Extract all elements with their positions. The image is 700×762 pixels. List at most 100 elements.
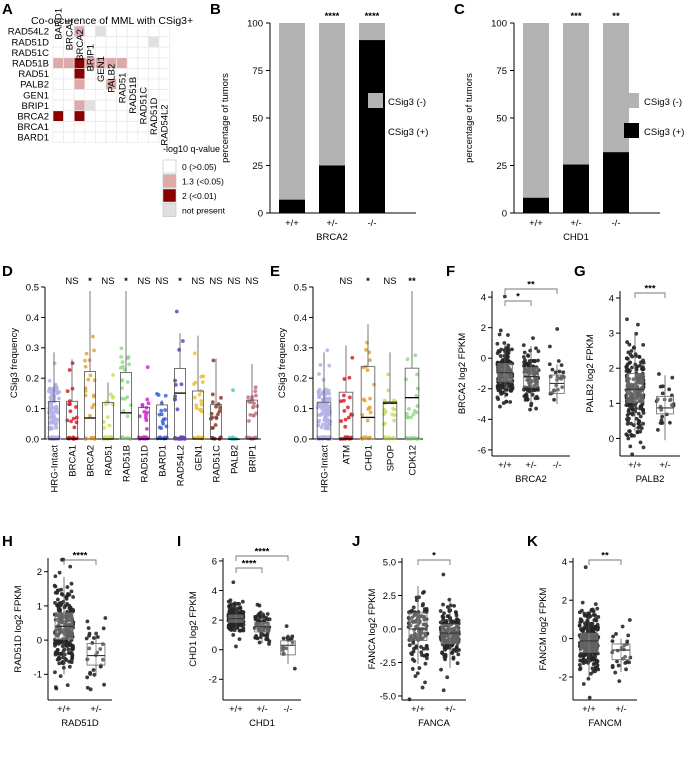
data-point xyxy=(441,625,446,630)
data-point xyxy=(584,636,589,641)
data-point xyxy=(66,618,71,623)
x-tick-label: +/+ xyxy=(582,704,596,715)
bar-segment-positive xyxy=(563,164,589,213)
data-point xyxy=(620,624,625,629)
data-point xyxy=(263,633,268,638)
data-point xyxy=(214,404,218,409)
data-point xyxy=(631,377,636,382)
x-tick-label: HRG-Intact xyxy=(319,445,330,493)
significance-marker: **** xyxy=(73,551,88,562)
data-point xyxy=(257,612,261,617)
heatmap-row-label: BRIP1 xyxy=(22,101,49,112)
heatmap-cell xyxy=(148,36,160,48)
data-point xyxy=(591,669,596,674)
data-point xyxy=(64,596,69,601)
significance-marker: **** xyxy=(255,547,270,558)
legend-swatch xyxy=(162,203,177,217)
data-point xyxy=(253,617,258,622)
data-point xyxy=(640,367,645,372)
data-point xyxy=(587,695,592,700)
data-point xyxy=(626,350,631,355)
data-point xyxy=(120,396,124,401)
data-point xyxy=(414,394,419,398)
significance-marker: NS xyxy=(137,276,150,287)
data-point xyxy=(59,651,64,656)
data-point xyxy=(70,655,75,660)
data-point xyxy=(505,357,510,361)
panel-k-label: K xyxy=(527,533,538,550)
data-point xyxy=(349,412,354,417)
heatmap-col-label: RAD51C xyxy=(139,87,150,125)
data-point xyxy=(626,409,631,413)
data-point xyxy=(406,625,411,629)
data-point xyxy=(506,333,510,337)
data-point xyxy=(69,589,74,594)
data-point xyxy=(88,413,92,418)
significance-marker: *** xyxy=(570,11,581,22)
data-point xyxy=(144,426,149,431)
data-point xyxy=(71,646,75,651)
x-tick-label: CDK12 xyxy=(407,445,418,476)
heatmap-col-label: GEN1 xyxy=(96,56,107,82)
data-point xyxy=(267,642,271,646)
panel-b: B 0 25 50 75 100 +/+ +/- **** -/- **** BRCA2 percen… xyxy=(208,0,440,260)
data-point xyxy=(578,658,583,663)
data-point xyxy=(446,637,451,642)
data-point xyxy=(534,387,539,392)
data-point xyxy=(53,601,57,605)
data-point xyxy=(424,608,429,613)
panel-g: G 4 3 2 1 0 +/+ +/- *** PALB2 PALB2 log2 FPKM xyxy=(572,262,700,530)
data-point xyxy=(592,624,597,629)
data-point xyxy=(267,617,272,622)
x-axis-title: BRCA2 xyxy=(515,474,547,485)
data-point xyxy=(536,349,541,354)
data-point xyxy=(231,580,236,585)
boxplot-fancm-fpkm: 4 2 0 -2 +/+ +/- ** FANCM FANCM log2 FPKM xyxy=(538,551,637,729)
y-tick-label: 25 xyxy=(252,161,263,172)
data-point xyxy=(510,382,515,387)
data-point xyxy=(590,621,595,626)
heatmap-cell xyxy=(73,131,86,143)
heatmap-row-label: RAD51 xyxy=(18,69,49,80)
data-point xyxy=(102,682,106,687)
heatmap-cell xyxy=(126,57,139,69)
data-point xyxy=(361,365,366,370)
x-tick-label: BRCA2 xyxy=(85,445,96,477)
data-point xyxy=(527,359,532,363)
panel-d-label: D xyxy=(2,263,13,280)
legend-swatch xyxy=(368,93,383,108)
data-point xyxy=(210,400,215,405)
data-point xyxy=(410,667,415,671)
data-point xyxy=(593,613,597,618)
data-point xyxy=(616,663,621,668)
data-point xyxy=(68,402,72,407)
data-point xyxy=(83,364,88,369)
data-point xyxy=(578,635,583,640)
data-point xyxy=(239,622,243,627)
data-point xyxy=(317,372,321,376)
y-tick-label: 0.5 xyxy=(294,282,307,293)
data-point xyxy=(48,406,52,410)
heatmap-cell xyxy=(137,68,149,80)
data-point xyxy=(578,666,583,671)
data-point xyxy=(632,384,637,389)
heatmap-cell xyxy=(84,121,96,133)
legend-label: CSig3 (+) xyxy=(388,127,428,138)
data-point xyxy=(660,414,665,419)
y-tick-label: 4 xyxy=(609,293,614,304)
data-point xyxy=(231,633,236,637)
data-point xyxy=(637,355,642,360)
heatmap-cell xyxy=(63,131,75,143)
data-point xyxy=(420,603,425,608)
y-tick-label: 0.1 xyxy=(294,404,307,415)
data-point xyxy=(179,435,183,440)
y-tick-label: 6 xyxy=(212,556,217,567)
data-point xyxy=(414,644,419,648)
data-point xyxy=(368,410,373,415)
data-point xyxy=(210,415,215,420)
data-point xyxy=(610,639,615,644)
data-point xyxy=(237,601,242,606)
data-point xyxy=(629,432,634,437)
legend-swatch xyxy=(162,174,177,188)
significance-marker: * xyxy=(366,276,370,287)
